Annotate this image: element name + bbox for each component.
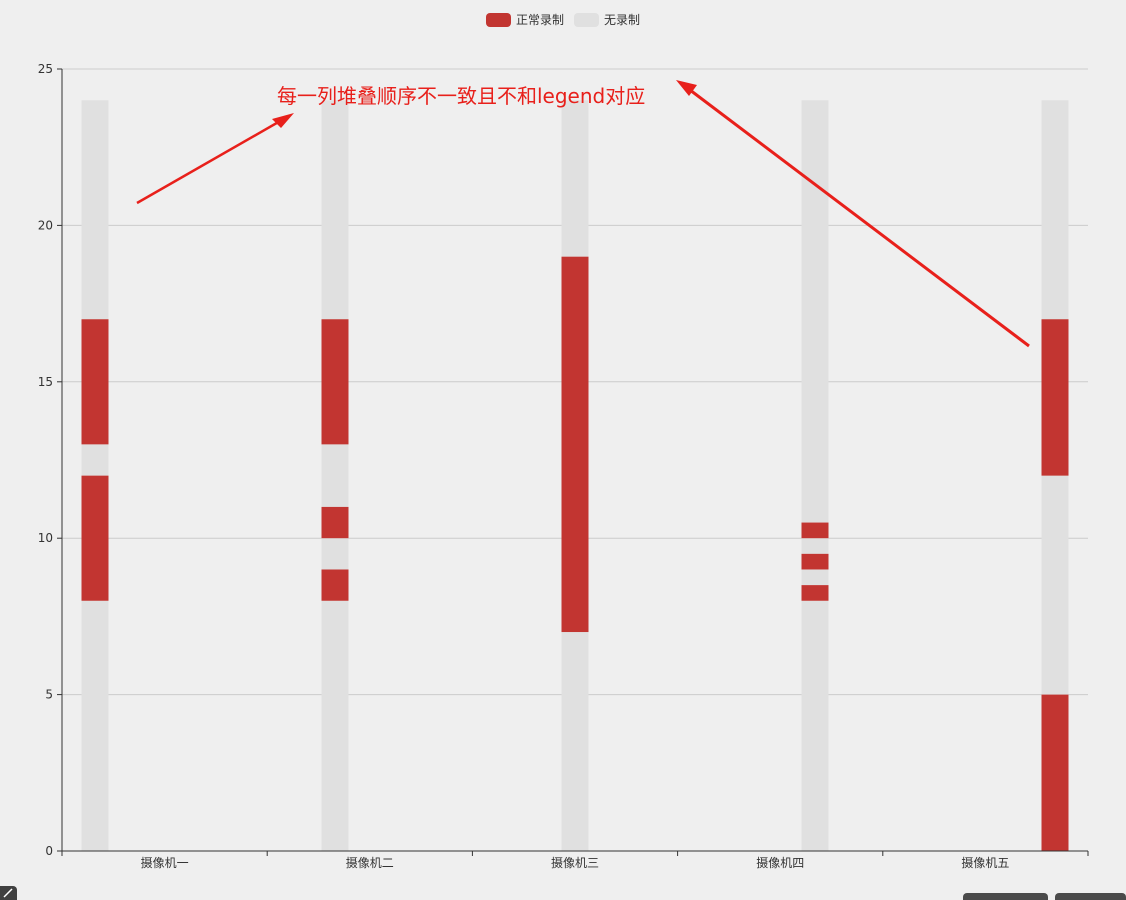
bar-segment-normal	[1041, 694, 1069, 851]
y-tick-label: 15	[38, 375, 53, 389]
bar-segment-none	[801, 100, 829, 523]
y-tick-label: 5	[45, 688, 53, 702]
legend-item-normal[interactable]: 正常录制	[485, 11, 564, 28]
x-tick-label: 摄像机四	[756, 855, 804, 870]
legend-swatch-normal	[485, 12, 511, 27]
legend-swatch-none	[574, 12, 599, 27]
bar-segment-none	[801, 538, 829, 554]
bar-segment-none	[321, 600, 349, 851]
x-tick-label: 摄像机五	[961, 855, 1009, 870]
expand-icon[interactable]	[0, 886, 17, 900]
y-tick-label: 0	[45, 844, 53, 858]
legend-label-none: 无录制	[604, 13, 641, 27]
annotation-text: 每一列堆叠顺序不一致且不和legend对应	[277, 84, 646, 108]
x-tick-label: 摄像机三	[551, 855, 599, 870]
bar-segment-none	[81, 600, 109, 851]
bar-segment-none	[1041, 475, 1069, 695]
bar-segment-normal	[801, 585, 829, 601]
bar-segment-none	[561, 100, 589, 257]
bar-segment-none	[801, 569, 829, 586]
bar-segment-normal	[561, 256, 589, 633]
bar-segment-normal	[81, 475, 109, 601]
bar-segment-none	[801, 600, 829, 851]
arrow-left-shaft	[136, 118, 283, 205]
bar-segment-normal	[321, 319, 349, 445]
arrow-right-shaft	[689, 88, 1030, 348]
bar-segment-none	[321, 444, 349, 507]
legend-label-normal: 正常录制	[515, 13, 564, 27]
x-tick-label: 摄像机二	[346, 855, 394, 870]
y-tick-label: 25	[38, 62, 53, 76]
annotation-arrows	[136, 80, 1030, 348]
bar-segment-none	[81, 100, 109, 320]
bar-segment-none	[1041, 100, 1069, 320]
y-tick-label: 10	[38, 531, 53, 545]
axes: 0 5 10 15 20 25 摄像机一 摄像机二 摄像机三 摄像机四 摄像机五	[38, 62, 1089, 870]
legend-item-none[interactable]: 无录制	[574, 11, 640, 28]
bar-segment-none	[561, 632, 589, 851]
x-tick-label: 摄像机一	[141, 855, 189, 870]
bar-segment-normal	[1041, 319, 1069, 476]
bar-segment-normal	[321, 569, 349, 601]
bar-segment-none	[321, 538, 349, 570]
y-tick-label: 20	[38, 218, 53, 232]
bottom-button-2[interactable]	[1055, 893, 1126, 900]
arrow-left-head	[272, 113, 294, 128]
bar-segment-normal	[801, 522, 829, 539]
bottom-button-1[interactable]	[963, 893, 1048, 900]
bar-segment-none	[81, 444, 109, 476]
bar-segment-none	[321, 100, 349, 320]
bar-segment-normal	[801, 553, 829, 570]
bar-segments	[81, 100, 1069, 851]
bar-segment-normal	[81, 319, 109, 445]
bar-segment-normal	[321, 506, 349, 539]
arrow-right-head	[676, 80, 697, 96]
legend: 正常录制 无录制	[0, 11, 1126, 28]
